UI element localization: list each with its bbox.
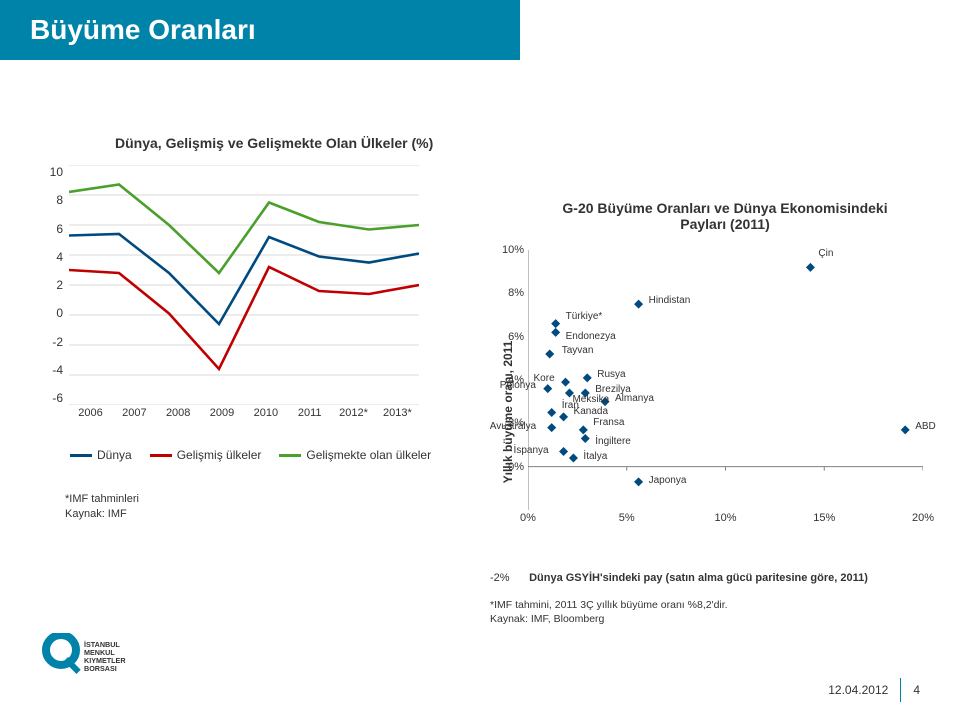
scatter-chart-title: G-20 Büyüme Oranları ve Dünya Ekonomisin…: [540, 200, 910, 232]
scatter-point-label: Tayvan: [562, 345, 594, 356]
scatter-chart: Yıllık büyüme oranı, 2011 10%8%6%4%2%0% …: [490, 250, 930, 560]
line-chart-xaxis: 2006200720082009201020112012*2013*: [69, 407, 419, 423]
scatter-xaxis-title: Dünya GSYİH'sindeki pay (satın alma gücü…: [529, 572, 868, 584]
scatter-chart-footnotes: *IMF tahmini, 2011 3Ç yıllık büyüme oran…: [490, 598, 728, 626]
scatter-point-label: Kore: [534, 373, 555, 384]
scatter-point-label: İngiltere: [595, 436, 631, 447]
scatter-neg-tick: -2%: [490, 572, 526, 584]
scatter-point-label: Almanya: [615, 393, 654, 404]
scatter-point-label: İtalya: [583, 451, 607, 462]
footnote-line: *IMF tahminleri: [65, 492, 139, 507]
legend-item: Dünya: [70, 448, 132, 462]
legend-swatch: [150, 454, 172, 457]
legend-label: Gelişmiş ülkeler: [177, 448, 262, 462]
footnote-line: Kaynak: IMF, Bloomberg: [490, 612, 728, 626]
line-chart-subtitle: Dünya, Gelişmiş ve Gelişmekte Olan Ülkel…: [115, 135, 433, 151]
footer-date-page: 12.04.2012 4: [828, 678, 920, 702]
scatter-point-label: Avustralya: [490, 421, 537, 432]
line-chart-footnotes: *IMF tahminleri Kaynak: IMF: [65, 492, 139, 522]
line-chart: 1086420-2-4-6 20062007200820092010201120…: [65, 165, 420, 440]
footnote-line: *IMF tahmini, 2011 3Ç yıllık büyüme oran…: [490, 598, 728, 612]
scatter-point-label: İspanya: [514, 445, 549, 456]
scatter-point-label: Türkiye*: [566, 311, 603, 322]
legend-item: Gelişmekte olan ülkeler: [279, 448, 431, 462]
footnote-line: Kaynak: IMF: [65, 507, 139, 522]
scatter-chart-below: -2% Dünya GSYİH'sindeki pay (satın alma …: [490, 572, 930, 584]
footer-separator: [900, 678, 901, 702]
page-title: Büyüme Oranları: [30, 14, 256, 45]
scatter-point-label: Çin: [818, 248, 833, 259]
scatter-chart-xaxis: 0%5%10%15%20%: [528, 512, 923, 526]
footer-date: 12.04.2012: [828, 683, 888, 697]
scatter-point-label: ABD: [915, 421, 936, 432]
logo-text: MENKUL KIYMETLER: [84, 649, 126, 665]
scatter-point-label: Japonya: [649, 475, 687, 486]
scatter-point-label: Fransa: [593, 417, 624, 428]
scatter-point-label: Polonya: [500, 380, 536, 391]
scatter-point-label: Kanada: [574, 406, 608, 417]
logo-text: BORSASI: [84, 665, 126, 673]
scatter-chart-plot: [528, 250, 923, 510]
line-chart-plot: [69, 165, 419, 405]
line-chart-legend: Dünya Gelişmiş ülkeler Gelişmekte olan ülk…: [70, 448, 431, 462]
scatter-point-label: Rusya: [597, 369, 625, 380]
scatter-point-label: Hindistan: [649, 295, 691, 306]
legend-swatch: [70, 454, 92, 457]
legend-label: Gelişmekte olan ülkeler: [306, 448, 431, 462]
page-title-bar: Büyüme Oranları: [0, 0, 520, 60]
imkb-logo: İSTANBUL MENKUL KIYMETLER BORSASI: [38, 633, 108, 698]
legend-swatch: [279, 454, 301, 457]
scatter-point-label: Endonezya: [566, 331, 616, 342]
line-chart-yaxis: 1086420-2-4-6: [43, 165, 63, 405]
legend-label: Dünya: [97, 448, 132, 462]
footer-page-number: 4: [913, 683, 920, 697]
legend-item: Gelişmiş ülkeler: [150, 448, 262, 462]
